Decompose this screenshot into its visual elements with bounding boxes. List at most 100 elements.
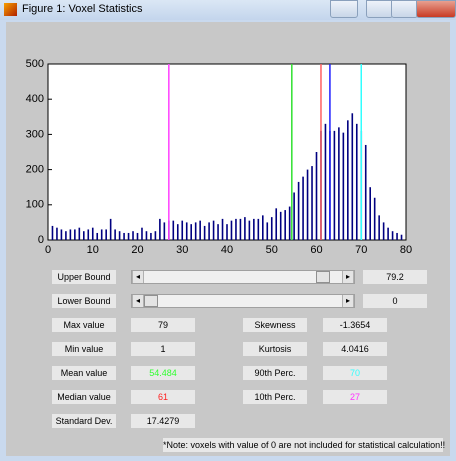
- bar: [83, 231, 85, 240]
- bar: [154, 231, 157, 240]
- bar: [342, 132, 345, 240]
- field-label: Min value: [52, 342, 116, 356]
- bar: [199, 220, 201, 240]
- bar: [159, 218, 161, 240]
- bar: [217, 224, 219, 240]
- bar: [306, 169, 309, 240]
- bar: [288, 206, 291, 240]
- bar: [239, 218, 242, 240]
- bar: [364, 144, 367, 240]
- y-tick-label: 400: [26, 93, 44, 105]
- bar: [136, 232, 139, 240]
- y-tick-label: 0: [38, 234, 44, 246]
- pin-button[interactable]: [330, 0, 358, 18]
- field-label: Median value: [52, 390, 116, 404]
- slider-thumb[interactable]: [144, 295, 158, 307]
- field-label: Kurtosis: [243, 342, 307, 356]
- bar: [127, 232, 130, 240]
- slider-arrow[interactable]: ▸: [342, 295, 354, 307]
- bar: [65, 231, 67, 240]
- bar: [324, 123, 327, 240]
- field-label: Max value: [52, 318, 116, 332]
- y-tick-label: 500: [26, 58, 44, 70]
- bar: [96, 232, 99, 240]
- x-tick-label: 40: [221, 244, 233, 256]
- bar: [69, 229, 72, 240]
- x-tick-label: 10: [87, 244, 99, 256]
- bar: [351, 113, 354, 240]
- field-label: Standard Dev.: [52, 414, 116, 428]
- field-value: 17.4279: [131, 414, 195, 428]
- slider[interactable]: ◂ ▸: [131, 294, 355, 308]
- bar: [74, 229, 76, 240]
- bar: [226, 224, 228, 240]
- bar: [257, 218, 260, 240]
- x-tick-label: 80: [400, 244, 412, 256]
- x-tick-label: 70: [355, 244, 367, 256]
- slider-thumb[interactable]: [316, 271, 330, 283]
- bar: [56, 227, 58, 240]
- bar: [91, 227, 94, 240]
- title-bar: Figure 1: Voxel Statistics: [0, 0, 456, 20]
- bar: [302, 176, 304, 240]
- y-tick-label: 200: [26, 164, 44, 176]
- field-value: 79: [131, 318, 195, 332]
- slider-label: Upper Bound: [52, 270, 116, 284]
- bar: [248, 220, 251, 240]
- bar: [109, 218, 112, 240]
- field-label: 90th Perc.: [243, 366, 307, 380]
- close-button[interactable]: [416, 0, 456, 18]
- note: *Note: voxels with value of 0 are not in…: [163, 438, 446, 452]
- slider[interactable]: ◂ ▸: [131, 270, 355, 284]
- bar: [373, 197, 376, 240]
- bar: [78, 227, 81, 240]
- x-tick-label: 30: [176, 244, 188, 256]
- bar: [212, 220, 215, 240]
- bar: [185, 222, 188, 240]
- bar: [132, 231, 134, 240]
- bar: [262, 215, 264, 240]
- x-tick-label: 20: [131, 244, 143, 256]
- bar: [311, 166, 313, 240]
- bar: [172, 220, 175, 240]
- x-tick-label: 50: [266, 244, 278, 256]
- minimize-button[interactable]: [366, 0, 393, 18]
- bar: [244, 217, 246, 240]
- bar: [396, 232, 398, 240]
- y-tick-label: 100: [26, 199, 44, 211]
- bar: [190, 224, 192, 240]
- bar: [176, 224, 179, 240]
- field-value: 1: [131, 342, 195, 356]
- bar: [275, 208, 278, 240]
- slider-value: 79.2: [363, 270, 427, 284]
- app-icon: [4, 3, 17, 16]
- bar: [293, 192, 295, 240]
- field-value: -1.3654: [323, 318, 387, 332]
- chart: 0 100 200 300 400 500 0 10 20 30 40 50 60 70 80: [26, 58, 412, 256]
- bar: [235, 218, 237, 240]
- bar: [400, 234, 403, 240]
- bar: [118, 231, 121, 240]
- slider-arrow[interactable]: ◂: [132, 295, 144, 307]
- slider-arrow[interactable]: ▸: [342, 271, 354, 283]
- slider-arrow[interactable]: ◂: [132, 271, 144, 283]
- bar: [253, 218, 255, 240]
- bar: [145, 231, 148, 240]
- bar: [338, 127, 340, 240]
- x-tick-label: 0: [45, 244, 51, 256]
- bar: [181, 220, 184, 240]
- bar: [297, 181, 300, 240]
- bar: [60, 229, 63, 240]
- field-label: 10th Perc.: [243, 390, 307, 404]
- bar: [208, 222, 210, 240]
- bar: [141, 227, 143, 240]
- field-value: 27: [323, 390, 387, 404]
- bar: [266, 222, 269, 240]
- bar: [333, 130, 336, 240]
- bar: [391, 231, 394, 240]
- window-title: Figure 1: Voxel Statistics: [22, 3, 143, 15]
- bar: [347, 120, 349, 240]
- field-value: 70: [323, 366, 387, 380]
- maximize-button[interactable]: [391, 0, 418, 18]
- bar: [150, 232, 152, 240]
